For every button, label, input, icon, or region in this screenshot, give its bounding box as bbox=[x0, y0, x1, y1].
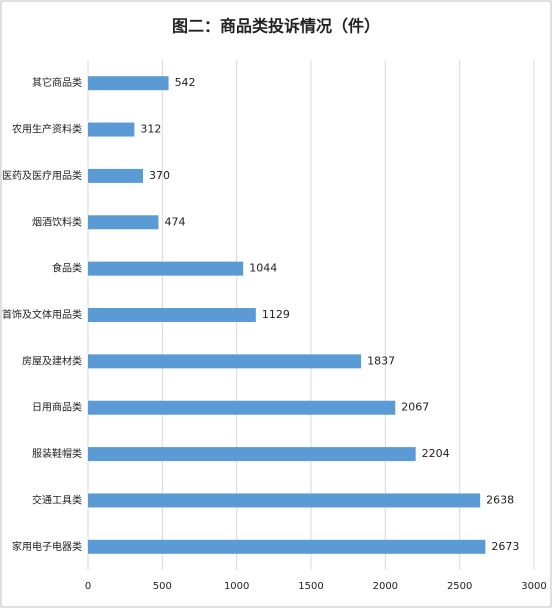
x-tick-label: 1000 bbox=[224, 581, 249, 592]
x-tick-label: 2000 bbox=[373, 581, 398, 592]
y-tick-label: 农用生产资料类 bbox=[12, 123, 82, 136]
y-tick-label: 房屋及建材类 bbox=[22, 354, 82, 367]
bar bbox=[88, 493, 481, 508]
data-label: 1044 bbox=[249, 262, 277, 275]
chart-title: 图二：商品类投诉情况（件） bbox=[172, 17, 380, 36]
data-label: 312 bbox=[140, 123, 161, 136]
bar bbox=[88, 76, 169, 91]
x-tick-label: 0 bbox=[85, 581, 91, 592]
data-label: 2673 bbox=[491, 540, 519, 553]
data-label: 542 bbox=[175, 76, 196, 89]
data-label: 2638 bbox=[486, 493, 514, 506]
y-tick-label: 医药及医疗用品类 bbox=[2, 169, 82, 182]
bar bbox=[88, 261, 244, 276]
y-tick-label: 服装鞋帽类 bbox=[32, 447, 82, 460]
bar bbox=[88, 168, 144, 183]
bar bbox=[88, 447, 416, 462]
x-tick-label: 3000 bbox=[521, 581, 546, 592]
bar bbox=[88, 354, 362, 369]
y-tick-label: 日用商品类 bbox=[32, 401, 82, 414]
bar bbox=[88, 539, 486, 554]
data-label: 1837 bbox=[367, 354, 395, 367]
data-label: 474 bbox=[164, 215, 185, 228]
bar bbox=[88, 122, 135, 137]
x-tick-label: 500 bbox=[153, 581, 172, 592]
bar bbox=[88, 215, 159, 230]
y-tick-label: 家用电子电器类 bbox=[12, 540, 82, 553]
data-label: 2067 bbox=[401, 401, 429, 414]
data-label: 370 bbox=[149, 169, 170, 182]
y-tick-label: 食品类 bbox=[52, 262, 82, 275]
y-tick-label: 烟酒饮料类 bbox=[32, 215, 82, 228]
x-tick-label: 1500 bbox=[298, 581, 323, 592]
y-tick-label: 交通工具类 bbox=[32, 493, 82, 506]
data-label: 1129 bbox=[262, 308, 290, 321]
bar bbox=[88, 308, 256, 322]
bar bbox=[88, 400, 396, 415]
data-label: 2204 bbox=[422, 447, 450, 460]
y-tick-label: 首饰及文体用品类 bbox=[2, 308, 82, 321]
y-tick-label: 其它商品类 bbox=[32, 76, 82, 89]
x-tick-label: 2500 bbox=[447, 581, 472, 592]
